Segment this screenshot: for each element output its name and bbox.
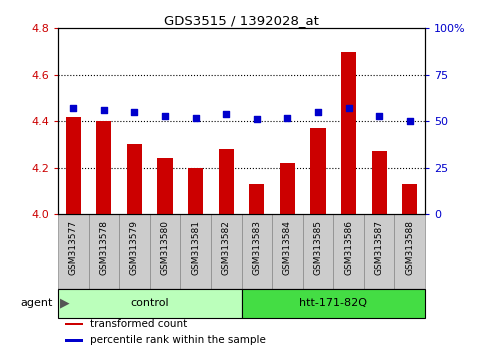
Point bbox=[192, 115, 199, 120]
Bar bbox=[58, 289, 242, 318]
Bar bbox=[96, 121, 112, 214]
Bar bbox=[180, 214, 211, 289]
Point bbox=[284, 115, 291, 120]
Bar bbox=[211, 214, 242, 289]
Point bbox=[375, 113, 383, 119]
Point bbox=[406, 118, 413, 124]
Point bbox=[345, 105, 353, 111]
Text: GSM313582: GSM313582 bbox=[222, 220, 231, 275]
Bar bbox=[65, 339, 83, 342]
Bar bbox=[242, 214, 272, 289]
Text: GSM313584: GSM313584 bbox=[283, 220, 292, 275]
Point bbox=[100, 107, 108, 113]
Text: GSM313586: GSM313586 bbox=[344, 220, 353, 275]
Bar bbox=[88, 214, 119, 289]
Text: GSM313588: GSM313588 bbox=[405, 220, 414, 275]
Text: htt-171-82Q: htt-171-82Q bbox=[299, 298, 367, 308]
Point bbox=[130, 109, 138, 115]
Point bbox=[161, 113, 169, 119]
Point bbox=[70, 105, 77, 111]
Bar bbox=[66, 116, 81, 214]
Bar bbox=[188, 168, 203, 214]
Bar bbox=[395, 214, 425, 289]
Bar bbox=[341, 52, 356, 214]
Bar bbox=[272, 214, 303, 289]
Bar bbox=[150, 214, 180, 289]
Text: GSM313583: GSM313583 bbox=[252, 220, 261, 275]
Bar bbox=[303, 214, 333, 289]
Bar bbox=[157, 158, 173, 214]
Text: GSM313577: GSM313577 bbox=[69, 220, 78, 275]
Bar bbox=[311, 128, 326, 214]
Bar bbox=[333, 214, 364, 289]
Bar bbox=[402, 184, 417, 214]
Text: GSM313578: GSM313578 bbox=[99, 220, 108, 275]
Bar bbox=[119, 214, 150, 289]
Bar bbox=[242, 289, 425, 318]
Text: agent: agent bbox=[21, 298, 53, 308]
Bar bbox=[219, 149, 234, 214]
Text: GSM313585: GSM313585 bbox=[313, 220, 323, 275]
Title: GDS3515 / 1392028_at: GDS3515 / 1392028_at bbox=[164, 14, 319, 27]
Text: control: control bbox=[130, 298, 169, 308]
Point bbox=[253, 116, 261, 122]
Text: GSM313587: GSM313587 bbox=[375, 220, 384, 275]
Text: transformed count: transformed count bbox=[90, 319, 187, 329]
Text: ▶: ▶ bbox=[60, 297, 70, 310]
Bar bbox=[249, 184, 265, 214]
Point bbox=[222, 111, 230, 116]
Bar bbox=[364, 214, 395, 289]
Bar bbox=[280, 163, 295, 214]
Bar bbox=[58, 214, 88, 289]
Bar bbox=[65, 323, 83, 325]
Bar bbox=[371, 152, 387, 214]
Point bbox=[314, 109, 322, 115]
Bar bbox=[127, 144, 142, 214]
Text: GSM313581: GSM313581 bbox=[191, 220, 200, 275]
Text: percentile rank within the sample: percentile rank within the sample bbox=[90, 336, 266, 346]
Text: GSM313580: GSM313580 bbox=[160, 220, 170, 275]
Text: GSM313579: GSM313579 bbox=[130, 220, 139, 275]
